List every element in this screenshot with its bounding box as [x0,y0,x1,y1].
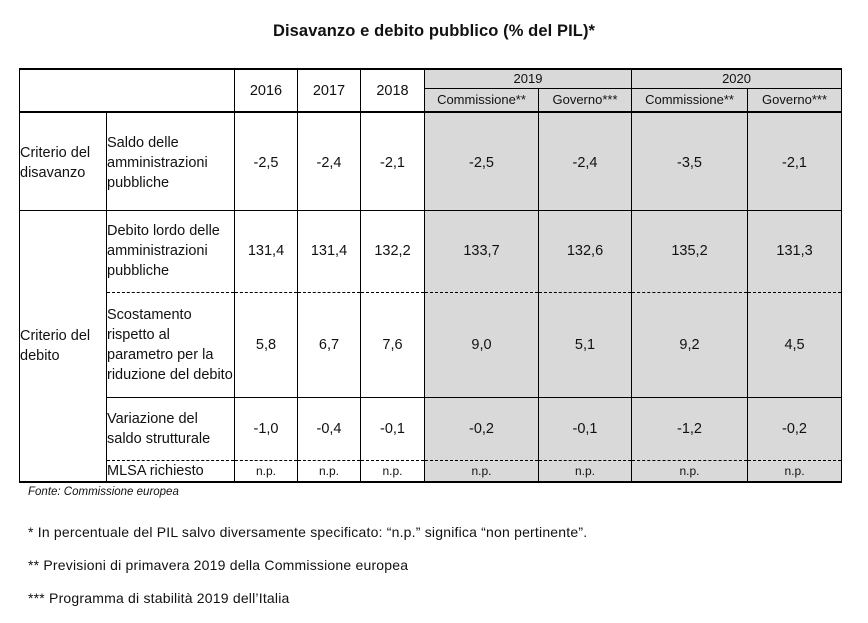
table-cell: -2,5 [234,115,298,211]
table-cell: 6,7 [297,292,361,398]
table-cell: n.p. [631,460,749,484]
table-cell: -3,5 [631,115,749,211]
header-sub-government: Governo*** [747,88,843,114]
header-sub-government: Governo*** [537,88,633,114]
table-cell: n.p. [424,460,539,484]
table-cell: -0,4 [297,397,361,461]
table-cell: 135,2 [631,210,749,293]
table-title: Disavanzo e debito pubblico (% del PIL)* [272,22,596,40]
table-cell: -0,2 [424,397,539,461]
deficit-debt-table: 2016 2017 2018 2019 2020 Commissione** G… [19,67,843,484]
criterion-debt: Criterio del debito [19,210,107,484]
header-sub-commission: Commissione** [631,88,749,114]
header-year: 2017 [297,67,361,114]
table-cell: -0,1 [537,397,633,461]
header-year: 2016 [234,67,298,114]
table-cell: n.p. [297,460,361,484]
row-label: MLSA richiesto [106,460,235,484]
table-cell: -2,4 [297,115,361,211]
table-cell: 5,1 [537,292,633,398]
footnote: *** Programma di stabilità 2019 dell’Ita… [28,590,290,606]
table-cell: 131,4 [234,210,298,293]
table-cell: 5,8 [234,292,298,398]
source-note: Fonte: Commissione europea [28,486,179,498]
table-cell: 132,6 [537,210,633,293]
table-cell: -1,2 [631,397,749,461]
table-cell: 9,2 [631,292,749,398]
footnote: ** Previsioni di primavera 2019 della Co… [28,557,409,573]
row-label: Scostamento rispetto al parametro per la… [106,292,235,398]
table-cell: 131,3 [747,210,843,293]
table-cell: 9,0 [424,292,539,398]
table-cell: -0,2 [747,397,843,461]
criterion-deficit: Criterio del disavanzo [19,115,107,211]
header-year-2019: 2019 [423,67,633,89]
table-cell: -2,4 [537,115,633,211]
table-cell: -0,1 [360,397,425,461]
row-label: Variazione del saldo strutturale [106,397,235,461]
header-year: 2018 [360,67,425,114]
table-cell: -2,1 [360,115,425,211]
table-cell: n.p. [537,460,633,484]
table-cell: 132,2 [360,210,425,293]
header-sub-commission: Commissione** [424,88,539,114]
table-cell: -2,1 [747,115,843,211]
table-cell: n.p. [360,460,425,484]
table-cell: n.p. [234,460,298,484]
row-label: Debito lordo delle amministrazioni pubbl… [106,210,235,293]
header-year-2020: 2020 [631,67,843,89]
table-cell: 131,4 [297,210,361,293]
table-cell: 133,7 [424,210,539,293]
table-cell: -1,0 [234,397,298,461]
table-cell: n.p. [747,460,843,484]
header-blank [19,67,235,114]
table-cell: -2,5 [424,115,539,211]
row-label: Saldo delle amministrazioni pubbliche [106,115,235,211]
table-cell: 4,5 [747,292,843,398]
footnote: * In percentuale del PIL salvo diversame… [28,524,588,540]
table-cell: 7,6 [360,292,425,398]
